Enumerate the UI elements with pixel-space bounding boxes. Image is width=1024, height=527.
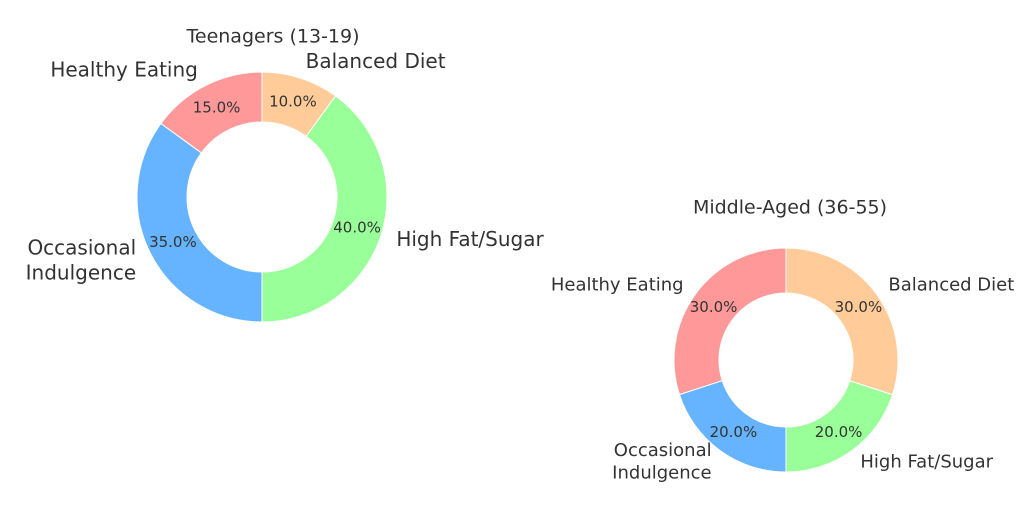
value-label: 30.0% [690, 298, 738, 316]
chart-title: Middle-Aged (36-55) [693, 197, 887, 219]
slice-label: Occasional Indulgence [26, 235, 136, 284]
slice-label: High Fat/Sugar [396, 227, 544, 251]
slice-label: High Fat/Sugar [860, 451, 993, 472]
value-label: 20.0% [815, 423, 863, 441]
slice-label: Balanced Diet [888, 275, 1014, 296]
slice-label: Occasional Indulgence [612, 440, 711, 484]
slice-label: Balanced Diet [306, 49, 446, 73]
slice-label: Healthy Eating [551, 275, 684, 296]
donut-slice [136, 122, 263, 323]
donut-slice [261, 71, 337, 138]
value-label: 20.0% [710, 423, 758, 441]
donut-slice [673, 247, 787, 396]
donut-slice [261, 95, 388, 323]
chart-title: Teenagers (13-19) [186, 26, 360, 48]
value-label: 30.0% [835, 298, 883, 316]
value-label: 10.0% [269, 92, 317, 110]
donut-slice [785, 247, 899, 396]
value-label: 40.0% [333, 218, 381, 236]
value-label: 35.0% [149, 233, 197, 251]
slice-label: Healthy Eating [50, 58, 198, 82]
value-label: 15.0% [193, 98, 241, 116]
